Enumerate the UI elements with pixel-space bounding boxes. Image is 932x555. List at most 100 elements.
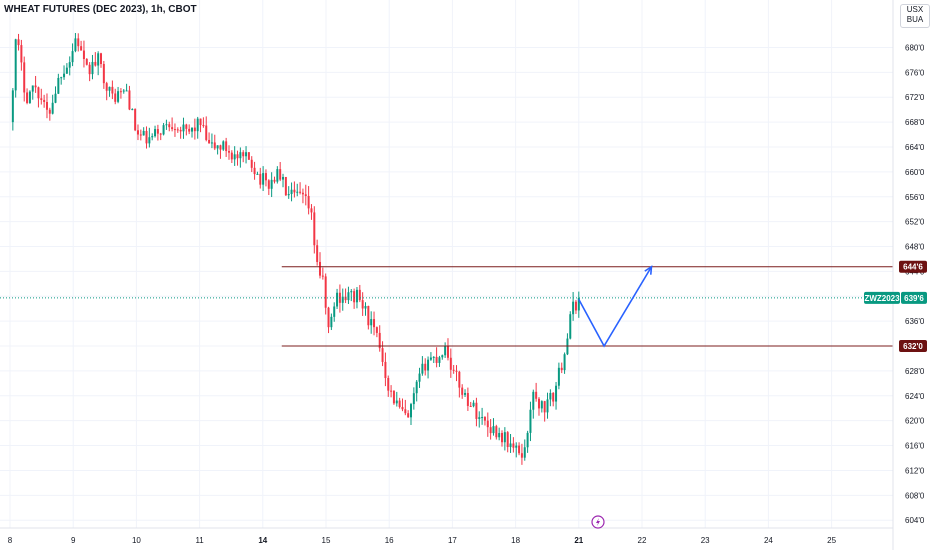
candle-body xyxy=(333,306,336,317)
candle-body xyxy=(242,152,245,157)
y-tick-label: 608'0 xyxy=(905,491,925,500)
candle-body xyxy=(82,50,85,59)
candle-body xyxy=(108,86,111,91)
candle-body xyxy=(478,417,481,419)
candle-body xyxy=(202,125,205,127)
candle-body xyxy=(111,86,114,94)
candle-body xyxy=(63,73,66,78)
candle-body xyxy=(74,38,77,52)
candle-body xyxy=(347,292,350,301)
candle-body xyxy=(444,346,447,356)
candle-body xyxy=(250,159,253,168)
candle-body xyxy=(259,173,262,185)
x-tick-label: 21 xyxy=(574,536,583,545)
candle-body xyxy=(23,62,26,93)
candle-body xyxy=(154,129,157,137)
candle-body xyxy=(71,51,74,63)
candle-body xyxy=(264,173,267,181)
candle-body xyxy=(424,363,427,371)
candle-body xyxy=(355,289,358,303)
current-price-label: 639'6 xyxy=(904,294,924,303)
candle-body xyxy=(458,371,461,388)
candle-body xyxy=(225,141,228,152)
candle-body xyxy=(427,359,430,371)
candle-body xyxy=(378,332,381,349)
event-marker[interactable] xyxy=(591,515,605,529)
candle-body xyxy=(481,417,484,419)
candle-body xyxy=(404,409,407,414)
candle-body xyxy=(560,367,563,371)
y-tick-label: 620'0 xyxy=(905,417,925,426)
x-tick-label: 15 xyxy=(322,536,331,545)
candle-body xyxy=(191,127,194,132)
candle-body xyxy=(179,129,182,132)
candle-body xyxy=(304,194,307,196)
candle-body xyxy=(574,301,577,311)
candle-body xyxy=(483,417,486,421)
candle-body xyxy=(48,109,51,114)
candle-body xyxy=(438,357,441,363)
candle-body xyxy=(518,445,521,454)
candle-body xyxy=(273,179,276,182)
candle-body xyxy=(466,393,469,406)
projection-path[interactable] xyxy=(578,266,653,348)
candle-body xyxy=(40,98,43,100)
candle-body xyxy=(136,130,139,135)
candle-body xyxy=(171,127,174,130)
candle-body xyxy=(256,173,259,175)
level-badge-label: 632'0 xyxy=(903,342,923,351)
x-tick-label: 25 xyxy=(827,536,836,545)
candle-body xyxy=(114,93,117,102)
candle-body xyxy=(412,393,415,405)
candle-body xyxy=(318,261,321,276)
candle-body xyxy=(117,91,120,102)
candle-body xyxy=(85,58,88,65)
y-tick-label: 680'0 xyxy=(905,43,925,52)
candle-body xyxy=(336,292,339,307)
candle-body xyxy=(193,127,196,132)
candle-body xyxy=(156,129,159,134)
x-tick-label: 22 xyxy=(638,536,647,545)
candle-body xyxy=(455,370,458,372)
candle-body xyxy=(526,432,529,448)
candle-body xyxy=(307,195,310,209)
candle-body xyxy=(253,167,256,175)
projection-arrowhead xyxy=(644,265,653,275)
candle-body xyxy=(350,291,353,293)
candle-body xyxy=(529,409,532,433)
candle-body xyxy=(134,109,137,131)
candle-body xyxy=(557,367,560,386)
candle-body xyxy=(276,169,279,182)
candle-body xyxy=(370,319,373,326)
x-axis: 8 9 10 11 14 15 16 17 18 21 22 23 24 25 xyxy=(0,527,893,545)
candle-body xyxy=(373,319,376,328)
candle-body xyxy=(14,39,17,91)
candle-body xyxy=(233,154,236,160)
candle-body xyxy=(28,91,31,103)
candle-body xyxy=(168,124,171,128)
level-badge xyxy=(899,340,927,353)
candle-body xyxy=(68,62,71,68)
candle-body xyxy=(563,354,566,371)
candle-body xyxy=(512,443,515,448)
candle-body xyxy=(415,381,418,394)
candle-body xyxy=(128,90,131,110)
symbol-badge-label: ZWZ2023 xyxy=(864,294,900,303)
candle-body xyxy=(552,392,555,402)
candle-body xyxy=(446,346,449,358)
candle-body xyxy=(410,404,413,418)
candle-body xyxy=(216,145,219,149)
candle-body xyxy=(364,305,367,309)
candle-body xyxy=(506,432,509,448)
candle-body xyxy=(299,191,302,193)
candle-body xyxy=(509,443,512,448)
candle-body xyxy=(227,151,230,153)
candle-body xyxy=(60,77,63,79)
currency-unit-button[interactable]: USX BUA xyxy=(900,4,930,28)
candle-body xyxy=(165,124,168,126)
candle-body xyxy=(543,401,546,413)
candle-body xyxy=(577,297,580,311)
candle-body xyxy=(31,85,34,92)
